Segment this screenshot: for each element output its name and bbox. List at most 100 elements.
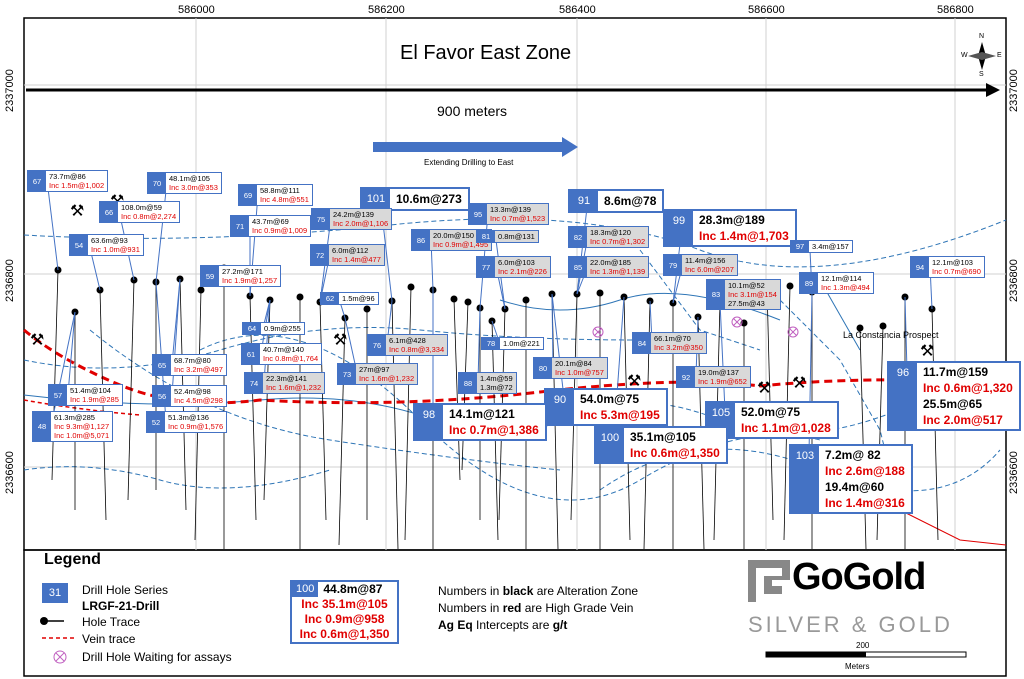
- hole-label-84: 84 66.1m@70 Inc 3.2m@350: [632, 332, 707, 354]
- hole-number: 103: [791, 446, 819, 512]
- legend-graphics: [40, 617, 74, 664]
- alteration-intercept: 28.3m@189: [699, 213, 765, 227]
- hole-label-62: 62 1.5m@96: [320, 292, 379, 305]
- hole-label-103: 103 7.2m@ 82 Inc 2.6m@188 19.4m@60 Inc 1.4m@…: [789, 444, 913, 514]
- hole-number: 70: [148, 173, 166, 193]
- hole-intercepts: 22.3m@141 Inc 1.6m@1,232: [263, 373, 325, 393]
- label-leader: [477, 307, 481, 383]
- hole-label-57: 57 51.4m@104 Inc 1.9m@285: [48, 384, 123, 406]
- hole-intercepts: 19.0m@137 Inc 1.9m@652: [695, 367, 750, 387]
- high-grade-intercept: Inc 0.7m@690: [932, 267, 981, 276]
- hole-number: 71: [231, 216, 249, 236]
- x-tick: 586000: [178, 4, 215, 16]
- hole-number: 84: [633, 333, 651, 353]
- alteration-intercept: 19.4m@60: [825, 480, 885, 494]
- hole-number: 54: [70, 235, 88, 255]
- hole-trace: [338, 317, 346, 546]
- hole-trace: [859, 327, 867, 550]
- note-ageq: Ag Eq Intercepts are g/t: [438, 618, 568, 632]
- high-grade-intercept: Inc 1.3m@494: [821, 283, 870, 292]
- hole-number: 96: [889, 363, 917, 429]
- legend-drill-label: LRGF-21-Drill: [82, 599, 160, 613]
- hole-intercepts: 12.1m@114 Inc 1.3m@494: [818, 273, 873, 293]
- hole-number: 74: [245, 373, 263, 393]
- distance-label: 900 meters: [437, 103, 508, 119]
- extend-arrow: [373, 137, 578, 157]
- hole-label-100: 100 35.1m@105 Inc 0.6m@1,350: [594, 426, 728, 464]
- mine-icon: ⚒: [920, 341, 934, 360]
- alteration-intercept: 13.3m@139: [490, 205, 531, 214]
- alteration-intercept: 1.0m@221: [503, 339, 540, 348]
- x-tick: 586200: [368, 4, 405, 16]
- alteration-intercept: 40.7m@140: [263, 345, 304, 354]
- alteration-intercept: 25.5m@65: [923, 397, 983, 411]
- map-title: El Favor East Zone: [400, 42, 572, 64]
- hole-label-97: 97 3.4m@157: [790, 240, 853, 253]
- hole-intercepts: 11.7m@159 Inc 0.6m@1,320 25.5m@65 Inc 2.0m@…: [917, 363, 1019, 429]
- hole-label-78: 78 1.0m@221: [481, 337, 544, 350]
- hole-intercepts: 27.2m@171 Inc 1.9m@1,257: [219, 266, 280, 286]
- hole-trace: [319, 301, 327, 521]
- drill-collar: [464, 298, 472, 306]
- high-grade-intercept: Inc 1.1m@1,028: [741, 421, 831, 435]
- hole-intercepts: 52.4m@98 Inc 4.5m@298: [171, 386, 226, 406]
- drill-collar: [596, 289, 604, 297]
- hole-intercepts: 0.8m@131: [495, 231, 538, 242]
- mine-icon: ⚒: [792, 373, 806, 392]
- hole-intercepts: 6.0m@112 Inc 1.4m@477: [329, 245, 384, 265]
- alteration-intercept: 52.0m@75: [741, 405, 801, 419]
- alteration-intercept: 10.6m@273: [396, 192, 462, 206]
- hole-number: 81: [477, 231, 495, 242]
- hole-trace: [51, 269, 59, 481]
- drill-collar: [522, 296, 530, 304]
- hole-number: 62: [321, 293, 339, 304]
- gogold-logo-icon: [748, 560, 790, 602]
- logo-name: GoGold: [792, 556, 926, 598]
- hole-intercepts: 11.4m@156 Inc 6.0m@207: [682, 255, 737, 275]
- alteration-intercept: 22.3m@141: [266, 374, 307, 383]
- alteration-intercept: 43.7m@69: [252, 217, 289, 226]
- waiting-assay-markers: [592, 316, 799, 338]
- hole-intercepts: 10.1m@52 Inc 3.1m@154 27.5m@43: [725, 280, 780, 309]
- hole-intercepts: 58.8m@111 Inc 4.8m@551: [257, 185, 312, 205]
- high-grade-intercept: Inc 5.3m@195: [580, 408, 660, 422]
- x-tick: 586400: [559, 4, 596, 16]
- high-grade-intercept: Inc 1.4m@1,703: [699, 229, 789, 243]
- alteration-intercept: 12.1m@103: [932, 258, 973, 267]
- hole-label-69: 69 58.8m@111 Inc 4.8m@551: [238, 184, 313, 206]
- hole-intercepts: 48.1m@105 Inc 3.0m@353: [166, 173, 221, 193]
- y-tick-right: 2337000: [1008, 69, 1020, 112]
- hole-trace: [404, 286, 412, 541]
- drill-collar: [407, 283, 415, 291]
- high-grade-intercept: Inc 1.3m@1,139: [590, 267, 646, 276]
- high-grade-intercept: Inc 0.9m@1,576: [168, 422, 224, 431]
- drill-collar: [363, 305, 371, 313]
- hole-intercepts: 22.0m@185 Inc 1.3m@1,139: [587, 257, 649, 277]
- high-grade-intercept: Inc 2.0m@517: [923, 413, 1003, 427]
- x-tick: 586600: [748, 4, 785, 16]
- legend-vein-label: Vein trace: [82, 632, 136, 646]
- hole-label-66: 66 108.0m@59 Inc 0.8m@2,274: [99, 201, 181, 223]
- compass-n: N: [979, 33, 985, 40]
- legend-waiting-label: Drill Hole Waiting for assays: [82, 650, 232, 664]
- label-leader: [904, 296, 908, 372]
- hole-intercepts: 66.1m@70 Inc 3.2m@350: [651, 333, 706, 353]
- hole-label-101: 101 10.6m@273: [360, 187, 470, 211]
- alteration-intercept: 6.0m@103: [498, 258, 535, 267]
- hole-label-90: 90 54.0m@75 Inc 5.3m@195: [544, 388, 668, 426]
- hole-intercepts: 27m@97 Inc 1.6m@1,232: [356, 364, 418, 384]
- alteration-intercept: 20.1m@84: [555, 359, 592, 368]
- high-grade-intercept: Inc 0.8m@2,274: [121, 212, 177, 221]
- drill-collar: [197, 286, 205, 294]
- hole-label-73: 73 27m@97 Inc 1.6m@1,232: [337, 363, 419, 385]
- label-leader: [171, 278, 181, 396]
- legend-example-black: 44.8m@87: [323, 582, 383, 596]
- high-grade-intercept: Inc 2.6m@188: [825, 464, 905, 478]
- legend-example-red: Inc 35.1m@105: [301, 597, 388, 611]
- hole-number: 78: [482, 338, 500, 349]
- hole-label-82: 82 18.3m@120 Inc 0.7m@1,302: [568, 226, 650, 248]
- high-grade-intercept: Inc 1.9m@1,257: [222, 276, 278, 285]
- hole-label-67: 67 73.7m@86 Inc 1.5m@1,002: [27, 170, 109, 192]
- hole-label-59: 59 27.2m@171 Inc 1.9m@1,257: [200, 265, 282, 287]
- high-grade-intercept: Inc 1.0m@757: [555, 368, 604, 377]
